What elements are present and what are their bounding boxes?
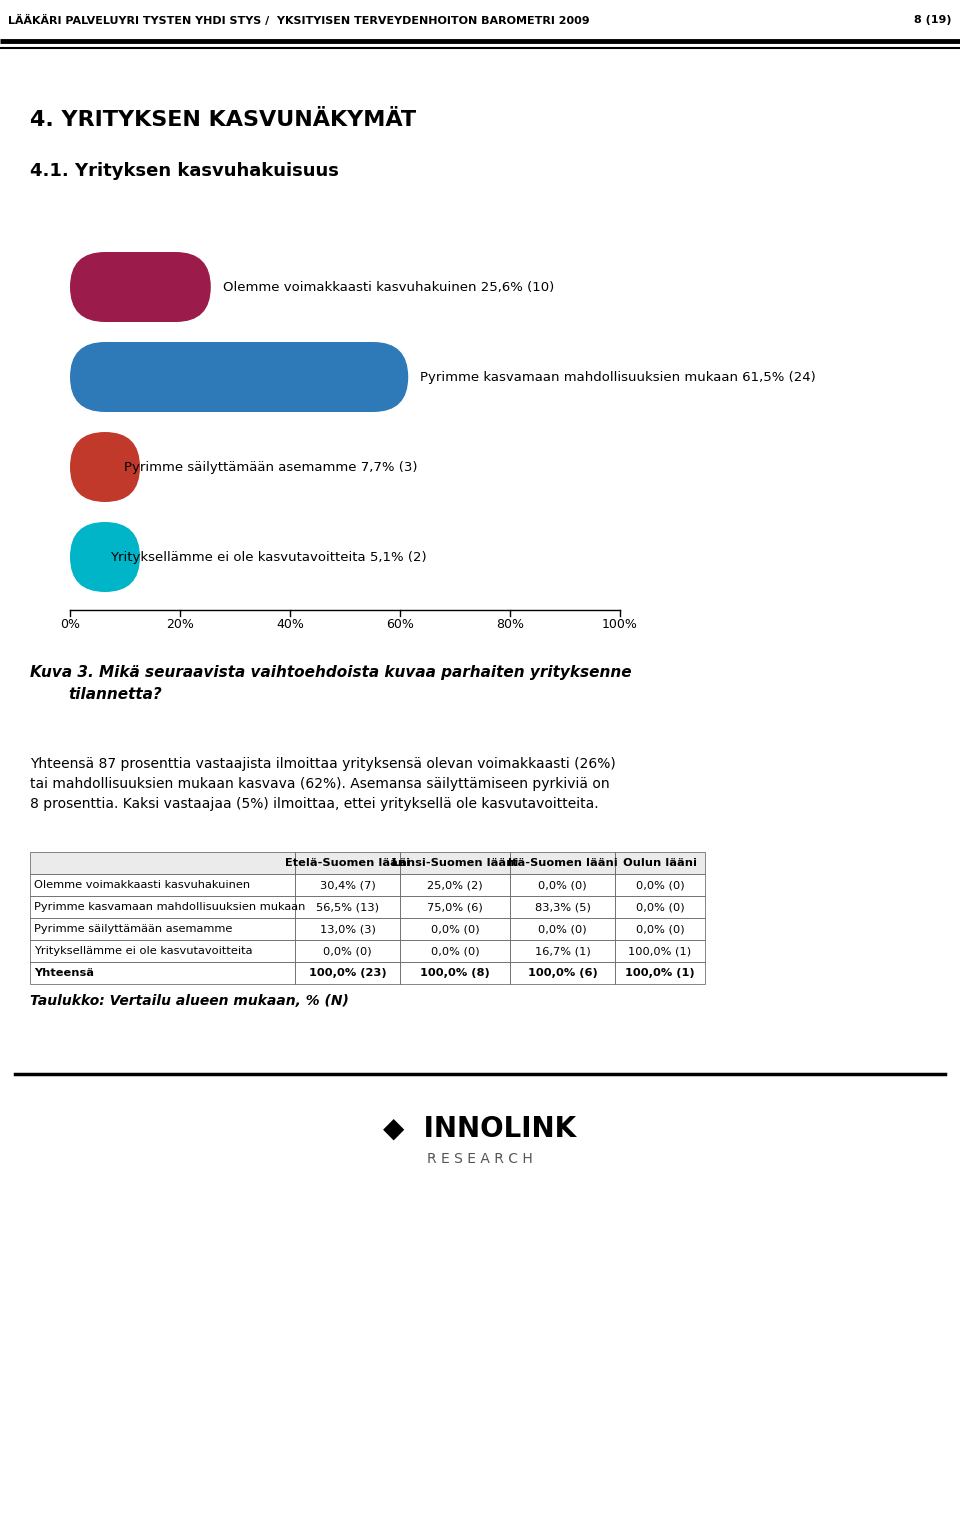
Text: 100,0% (8): 100,0% (8) [420, 969, 490, 978]
Text: 0,0% (0): 0,0% (0) [636, 879, 684, 890]
Text: 40%: 40% [276, 618, 304, 631]
Bar [510, 918, 615, 939]
FancyBboxPatch shape [70, 253, 211, 322]
Text: 13,0% (3): 13,0% (3) [320, 924, 375, 933]
Bar [295, 896, 400, 918]
Bar [30, 875, 295, 896]
Bar [615, 875, 705, 896]
Bar [400, 962, 510, 984]
Text: Pyrimme säilyttämään asemamme 7,7% (3): Pyrimme säilyttämään asemamme 7,7% (3) [125, 460, 418, 473]
Text: 75,0% (6): 75,0% (6) [427, 902, 483, 912]
Bar [615, 896, 705, 918]
Text: 16,7% (1): 16,7% (1) [535, 946, 590, 956]
Bar [615, 852, 705, 875]
Text: 0,0% (0): 0,0% (0) [539, 879, 587, 890]
Text: Yhteensä: Yhteensä [34, 969, 94, 978]
Text: 4.1. Yrityksen kasvuhakuisuus: 4.1. Yrityksen kasvuhakuisuus [30, 162, 339, 180]
Bar [400, 918, 510, 939]
Text: 56,5% (13): 56,5% (13) [316, 902, 379, 912]
Text: 100,0% (23): 100,0% (23) [309, 969, 386, 978]
Text: 25,0% (2): 25,0% (2) [427, 879, 483, 890]
Bar [295, 962, 400, 984]
Text: 0%: 0% [60, 618, 80, 631]
Bar [295, 875, 400, 896]
Text: 0,0% (0): 0,0% (0) [431, 946, 479, 956]
Text: ◆  INNOLINK: ◆ INNOLINK [383, 1115, 577, 1143]
Text: 20%: 20% [166, 618, 194, 631]
Text: 80%: 80% [496, 618, 524, 631]
Text: Taulukko: Vertailu alueen mukaan, % (N): Taulukko: Vertailu alueen mukaan, % (N) [30, 993, 348, 1009]
Bar [295, 918, 400, 939]
Text: Pyrimme säilyttämään asemamme: Pyrimme säilyttämään asemamme [34, 924, 232, 933]
Bar [400, 852, 510, 875]
Text: Kuva 3. Mikä seuraavista vaihtoehdoista kuvaa parhaiten yrityksenne: Kuva 3. Mikä seuraavista vaihtoehdoista … [30, 665, 632, 681]
Text: 83,3% (5): 83,3% (5) [535, 902, 590, 912]
Text: 0,0% (0): 0,0% (0) [636, 924, 684, 933]
Text: 4. YRITYKSEN KASVUNÄKYMÄT: 4. YRITYKSEN KASVUNÄKYMÄT [30, 109, 416, 129]
Text: 100,0% (1): 100,0% (1) [625, 969, 695, 978]
Bar [510, 875, 615, 896]
Text: tai mahdollisuuksien mukaan kasvava (62%). Asemansa säilyttämiseen pyrkiviä on: tai mahdollisuuksien mukaan kasvava (62%… [30, 778, 610, 792]
Text: Pyrimme kasvamaan mahdollisuuksien mukaan: Pyrimme kasvamaan mahdollisuuksien mukaa… [34, 902, 305, 912]
Text: 60%: 60% [386, 618, 414, 631]
Bar [30, 918, 295, 939]
Text: Olemme voimakkaasti kasvuhakuinen 25,6% (10): Olemme voimakkaasti kasvuhakuinen 25,6% … [223, 280, 554, 294]
Bar [400, 939, 510, 962]
Text: Etelä-Suomen lääni: Etelä-Suomen lääni [285, 858, 410, 869]
Text: 30,4% (7): 30,4% (7) [320, 879, 375, 890]
Bar [615, 918, 705, 939]
Bar [510, 852, 615, 875]
Text: 100,0% (1): 100,0% (1) [629, 946, 691, 956]
Text: 0,0% (0): 0,0% (0) [324, 946, 372, 956]
Bar [30, 962, 295, 984]
Bar [615, 962, 705, 984]
Bar [30, 852, 295, 875]
Bar [30, 939, 295, 962]
Text: LÄÄKÄRI PALVELUYRI TYSTEN YHDI STYS /  YKSITYISEN TERVEYDENHOITON BAROMETRI 2009: LÄÄKÄRI PALVELUYRI TYSTEN YHDI STYS / YK… [8, 15, 589, 26]
Text: Olemme voimakkaasti kasvuhakuinen: Olemme voimakkaasti kasvuhakuinen [34, 879, 251, 890]
Bar [295, 939, 400, 962]
Text: Yrityksellämme ei ole kasvutavoitteita 5,1% (2): Yrityksellämme ei ole kasvutavoitteita 5… [110, 550, 426, 564]
FancyBboxPatch shape [70, 342, 408, 413]
Bar [400, 875, 510, 896]
Bar [295, 852, 400, 875]
Bar [400, 896, 510, 918]
Text: 0,0% (0): 0,0% (0) [636, 902, 684, 912]
Text: 0,0% (0): 0,0% (0) [431, 924, 479, 933]
Text: 0,0% (0): 0,0% (0) [539, 924, 587, 933]
Text: 100%: 100% [602, 618, 638, 631]
Text: Pyrimme kasvamaan mahdollisuuksien mukaan 61,5% (24): Pyrimme kasvamaan mahdollisuuksien mukaa… [420, 371, 816, 383]
Bar [615, 939, 705, 962]
Text: Yrityksellämme ei ole kasvutavoitteita: Yrityksellämme ei ole kasvutavoitteita [34, 946, 252, 956]
Text: 8 prosenttia. Kaksi vastaajaa (5%) ilmoittaa, ettei yrityksellä ole kasvutavoitt: 8 prosenttia. Kaksi vastaajaa (5%) ilmoi… [30, 798, 599, 812]
Text: Yhteensä 87 prosenttia vastaajista ilmoittaa yrityksensä olevan voimakkaasti (26: Yhteensä 87 prosenttia vastaajista ilmoi… [30, 758, 615, 772]
Bar [510, 896, 615, 918]
FancyBboxPatch shape [70, 433, 140, 502]
Bar [510, 939, 615, 962]
Text: Itä-Suomen lääni: Itä-Suomen lääni [508, 858, 617, 869]
Text: 100,0% (6): 100,0% (6) [528, 969, 597, 978]
Text: Oulun lääni: Oulun lääni [623, 858, 697, 869]
Bar [30, 896, 295, 918]
Bar [510, 962, 615, 984]
Text: R E S E A R C H: R E S E A R C H [427, 1152, 533, 1166]
Text: Länsi-Suomen lääni: Länsi-Suomen lääni [392, 858, 518, 869]
Text: 8 (19): 8 (19) [915, 15, 952, 25]
Text: tilannetta?: tilannetta? [68, 687, 161, 702]
FancyBboxPatch shape [70, 522, 140, 591]
